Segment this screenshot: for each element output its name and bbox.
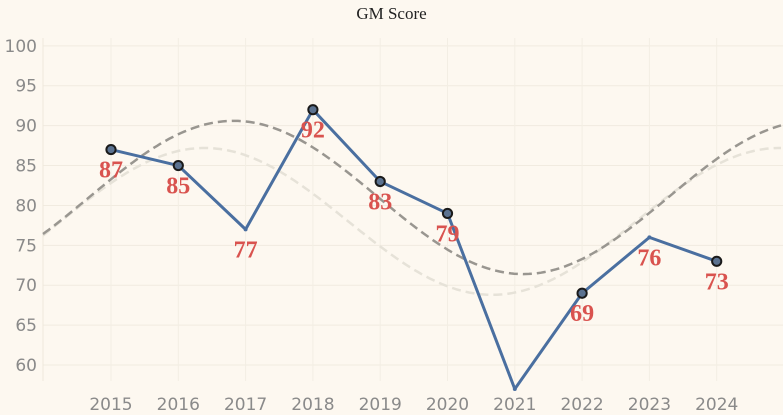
x-tick-label: 2018 <box>291 395 334 415</box>
trend-lines <box>42 119 782 297</box>
grid <box>42 38 783 381</box>
x-tick-label: 2023 <box>628 395 671 415</box>
data-point <box>512 386 517 391</box>
x-tick-label: 2022 <box>560 395 603 415</box>
data-point <box>307 104 319 116</box>
y-tick-label: 75 <box>15 236 37 256</box>
y-tick-label: 95 <box>15 77 37 97</box>
data-label: 77 <box>234 237 258 263</box>
series-line <box>110 108 718 391</box>
y-tick-label: 100 <box>5 37 37 57</box>
data-point <box>172 159 184 172</box>
x-tick-label: 2019 <box>359 395 402 415</box>
x-tick-label: 2016 <box>157 395 200 415</box>
data-point <box>647 235 652 240</box>
data-label: 92 <box>301 118 325 144</box>
series-layer <box>105 104 723 391</box>
y-tick-label: 70 <box>15 276 37 296</box>
chart-title: GM Score <box>356 4 427 23</box>
data-label: 76 <box>637 245 661 271</box>
x-axis: 2015 2016 2017 2018 2019 2020 2021 2022 2023 2024 <box>89 395 738 415</box>
x-tick-label: 2024 <box>695 395 738 415</box>
data-point <box>105 143 117 156</box>
data-label: 79 <box>436 221 460 247</box>
data-label: 85 <box>166 174 190 200</box>
y-tick-label: 80 <box>15 196 37 216</box>
data-point <box>576 287 588 299</box>
y-tick-label: 90 <box>15 117 37 137</box>
y-tick-label: 85 <box>15 157 37 177</box>
data-point <box>374 175 386 188</box>
x-tick-label: 2021 <box>493 395 536 415</box>
x-tick-label: 2020 <box>426 395 469 415</box>
data-label: 69 <box>570 301 594 327</box>
data-label: 83 <box>368 190 392 216</box>
trend-line-dark <box>42 119 782 276</box>
data-point <box>243 227 248 232</box>
data-labels: 87 85 77 92 83 79 69 76 73 <box>99 118 729 328</box>
x-tick-label: 2017 <box>224 395 267 415</box>
y-tick-label: 60 <box>15 356 37 376</box>
data-label: 73 <box>705 269 729 295</box>
y-axis: 60 65 70 75 80 85 90 95 100 <box>5 37 37 376</box>
data-label: 87 <box>99 158 123 184</box>
trend-line-light <box>42 146 781 297</box>
data-point <box>441 207 454 220</box>
y-tick-label: 65 <box>15 316 37 336</box>
x-tick-label: 2015 <box>89 395 132 415</box>
data-point <box>711 255 723 267</box>
